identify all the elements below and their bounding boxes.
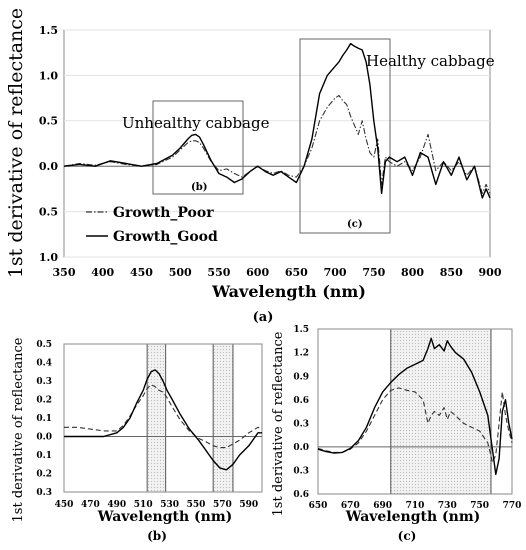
series-line-growth-poor [63, 94, 491, 194]
y-tick-label: 0.6 [293, 490, 309, 500]
series-group [317, 337, 513, 476]
x-tick-labels: 350 400 450 500 550 600 650 700 750 800 850 900 [53, 266, 502, 279]
shaded-region [146, 343, 167, 493]
x-tick-label: 650 [285, 266, 308, 279]
y-tick-label: 1.5 [39, 24, 58, 37]
x-tick-label: 750 [470, 501, 489, 511]
x-tick-label: 900 [479, 266, 502, 279]
y-tick-label: 0.2 [36, 396, 52, 406]
annotation-healthy: Healthy cabbage [366, 52, 495, 70]
shaded-region [390, 328, 492, 495]
x-tick-label: 350 [53, 266, 76, 279]
annotation-box-c: (c) [347, 219, 363, 230]
y-tick-label: 1.2 [293, 349, 309, 359]
y-tick-label: 0.0 [39, 160, 58, 173]
legend-label-poor: Growth_Poor [113, 205, 214, 221]
x-tick-label: 550 [187, 500, 206, 510]
y-tick-label: 0.9 [293, 372, 309, 382]
y-tick-labels: 1.5 1.2 0.9 0.6 0.3 0.0 0.3 0.6 [293, 325, 309, 500]
series-line-growth-poor [317, 387, 513, 464]
x-axis-label: Wavelength (nm) [97, 509, 233, 525]
x-tick-label: 650 [309, 501, 328, 511]
y-tick-label: 0.1 [36, 451, 52, 461]
chart-panel-c: 1.5 1.2 0.9 0.6 0.3 0.0 0.3 0.6 650 670 690 710 730… [271, 325, 521, 543]
x-tick-label: 800 [401, 266, 424, 279]
x-tick-label: 570 [213, 500, 232, 510]
x-tick-label: 750 [362, 266, 385, 279]
y-tick-label: 1.5 [293, 325, 309, 335]
y-tick-label: 0.0 [36, 433, 52, 443]
y-tick-label: 0.5 [39, 115, 58, 128]
y-tick-label: 0.2 [36, 470, 52, 480]
y-tick-label: 0.5 [36, 340, 52, 350]
y-tick-label: 0.5 [39, 205, 58, 218]
x-tick-labels: 650 670 690 710 730 750 770 [309, 501, 522, 511]
series-line-growth-poor [64, 384, 263, 449]
zoom-box-c [299, 38, 391, 234]
y-tick-label: 1.0 [39, 69, 58, 82]
y-tick-label: 0.3 [36, 488, 52, 498]
x-tick-label: 550 [207, 266, 230, 279]
series-line-growth-good [64, 369, 262, 471]
x-tick-label: 850 [440, 266, 463, 279]
zoom-box-b [152, 100, 244, 195]
series-group [64, 369, 263, 471]
y-axis-label: 1st derivative of reflectance [5, 8, 27, 278]
x-tick-label: 590 [239, 500, 258, 510]
x-tick-label: 510 [134, 500, 153, 510]
x-tick-label: 470 [81, 500, 100, 510]
x-tick-label: 530 [160, 500, 179, 510]
legend: Growth_Poor Growth_Good [86, 205, 218, 245]
y-tick-label: 0.3 [36, 377, 52, 387]
legend-label-good: Growth_Good [113, 229, 218, 245]
shaded-region [212, 343, 234, 493]
annotation-unhealthy: Unhealthy cabbage [122, 114, 270, 132]
y-tick-label: 1.0 [39, 251, 58, 264]
x-tick-label: 730 [438, 501, 457, 511]
y-tick-label: 0.6 [293, 396, 309, 406]
y-tick-label: 0.0 [293, 443, 309, 453]
x-tick-labels: 450 470 490 510 530 550 570 590 [55, 500, 259, 510]
panel-label-c: (c) [398, 529, 417, 543]
panel-label-b: (b) [147, 529, 167, 543]
y-tick-label: 0.3 [293, 419, 309, 429]
x-tick-label: 700 [324, 266, 347, 279]
x-tick-label: 450 [55, 500, 74, 510]
x-tick-label: 400 [91, 266, 114, 279]
x-tick-label: 770 [503, 501, 522, 511]
x-axis-label: Wavelength (nm) [345, 509, 481, 525]
x-axis-label: Wavelength (nm) [211, 282, 366, 301]
plot-frame [63, 343, 263, 493]
panel-label-a: (a) [253, 310, 274, 325]
gridlines [64, 29, 490, 258]
y-axis-label: 1st derivative of reflectance [11, 337, 26, 522]
y-tick-labels: 0.5 0.4 0.3 0.2 0.1 0.0 0.1 0.2 0.3 [36, 340, 52, 498]
y-tick-label: 0.4 [36, 359, 52, 369]
y-axis-label: 1st derivative of reflectance [271, 331, 286, 516]
x-tick-label: 690 [373, 501, 392, 511]
x-tick-label: 500 [169, 266, 192, 279]
shaded-regions [146, 343, 234, 493]
x-tick-label: 450 [130, 266, 153, 279]
series-line-growth-good [63, 42, 491, 199]
x-tick-label: 670 [341, 501, 360, 511]
x-tick-label: 600 [246, 266, 269, 279]
plot-frame [317, 328, 513, 495]
x-tick-label: 490 [107, 500, 126, 510]
y-tick-labels: 1.5 1.0 0.5 0.0 0.5 1.0 [39, 24, 58, 264]
y-tick-label: 0.1 [36, 414, 52, 424]
series-line-growth-good [317, 337, 513, 476]
shaded-regions [390, 328, 492, 495]
y-tick-label: 0.3 [293, 467, 309, 477]
series-group [63, 42, 491, 199]
chart-panel-a: 1.5 1.0 0.5 0.0 0.5 1.0 350 400 450 500 550 600 650… [5, 8, 502, 325]
annotation-box-b: (b) [191, 182, 207, 193]
x-tick-label: 710 [406, 501, 425, 511]
chart-panel-b: 0.5 0.4 0.3 0.2 0.1 0.0 0.1 0.2 0.3 450 470 490 510… [11, 337, 263, 543]
